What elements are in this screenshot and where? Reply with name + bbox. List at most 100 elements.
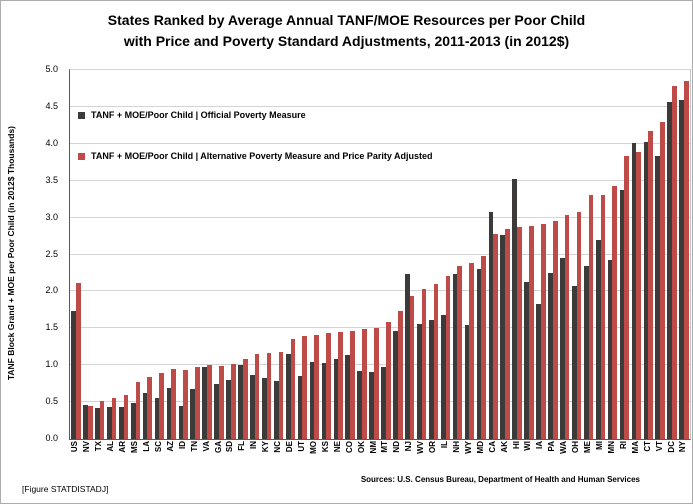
- bar-official-AL: [107, 406, 112, 439]
- x-tick-OR: OR: [427, 441, 439, 471]
- gridline: [70, 69, 690, 70]
- bar-alternative-AR: [123, 394, 129, 439]
- category-MT: [380, 70, 392, 439]
- category-VT: [654, 70, 666, 439]
- x-tick-label: WV: [416, 441, 426, 454]
- bar-alternative-MA: [636, 151, 641, 439]
- category-AK: [499, 70, 511, 439]
- x-tick-label: CO: [344, 441, 354, 453]
- x-tick-MO: MO: [307, 441, 319, 471]
- x-tick-MS: MS: [129, 441, 141, 471]
- y-tick-label: 5.0: [45, 64, 58, 74]
- x-tick-label: VA: [201, 441, 211, 452]
- category-OH: [571, 70, 583, 439]
- bar-official-TN: [190, 388, 196, 439]
- x-tick-label: MA: [630, 441, 640, 454]
- bar-alternative-IN: [254, 354, 260, 439]
- bar-official-VT: [655, 155, 661, 439]
- x-tick-NY: NY: [677, 441, 689, 471]
- category-IL: [440, 70, 452, 439]
- category-AL: [106, 70, 118, 439]
- bar-official-WI: [524, 281, 529, 439]
- chart-title: States Ranked by Average Annual TANF/MOE…: [1, 10, 692, 52]
- x-tick-VT: VT: [653, 441, 665, 471]
- x-tick-label: WA: [559, 441, 569, 454]
- bar-official-IL: [440, 315, 446, 439]
- bar-alternative-WY: [469, 263, 475, 439]
- bar-official-NV: [83, 405, 88, 439]
- y-tick-label: 2.5: [45, 248, 58, 259]
- bar-alternative-WI: [528, 226, 534, 439]
- category-KS: [320, 70, 332, 439]
- x-tick-label: DE: [285, 441, 295, 453]
- x-tick-KS: KS: [319, 441, 331, 471]
- category-UT: [297, 70, 309, 439]
- y-tick-label: 1.0: [45, 359, 58, 370]
- x-tick-label: HI: [511, 441, 521, 449]
- bar-official-MO: [309, 361, 315, 439]
- x-tick-KY: KY: [260, 441, 272, 471]
- category-US: [70, 70, 82, 439]
- x-tick-label: TX: [94, 441, 104, 452]
- x-tick-HI: HI: [510, 441, 522, 471]
- category-OK: [356, 70, 368, 439]
- bar-alternative-NV: [87, 405, 93, 439]
- bar-alternative-UT: [302, 336, 308, 439]
- bar-alternative-KS: [326, 333, 331, 439]
- category-VA: [201, 70, 213, 439]
- bar-alternative-VA: [207, 365, 212, 439]
- gridline: [70, 179, 690, 181]
- legend-entry-alternative: TANF + MOE/Poor Child | Alternative Pove…: [78, 151, 433, 161]
- x-tick-label: VT: [654, 441, 664, 452]
- category-OR: [428, 70, 440, 439]
- bar-official-UT: [297, 376, 303, 439]
- bar-official-ID: [178, 405, 184, 439]
- category-MD: [475, 70, 487, 439]
- y-tick-label: 3.0: [45, 211, 58, 222]
- bar-official-RI: [619, 190, 625, 439]
- bar-official-AK: [500, 234, 506, 439]
- x-tick-label: US: [70, 441, 80, 453]
- x-tick-label: IN: [249, 441, 259, 449]
- bar-official-WV: [417, 323, 422, 439]
- legend-swatch-official: [78, 111, 85, 119]
- bar-official-ND: [393, 331, 398, 439]
- x-tick-US: US: [69, 441, 81, 471]
- plot-area: TANF + MOE/Poor Child | Official Poverty…: [69, 69, 691, 440]
- bar-alternative-NE: [338, 332, 343, 439]
- category-GA: [213, 70, 225, 439]
- bar-official-US: [71, 310, 76, 439]
- x-tick-LA: LA: [141, 441, 153, 471]
- category-CT: [642, 70, 654, 439]
- x-tick-label: UT: [296, 441, 306, 452]
- bar-official-OK: [357, 371, 363, 439]
- x-tick-label: OR: [428, 441, 438, 453]
- gridline: [70, 290, 690, 292]
- category-PA: [547, 70, 559, 439]
- category-MI: [595, 70, 607, 439]
- x-tick-ID: ID: [176, 441, 188, 471]
- bar-official-WA: [560, 258, 565, 439]
- x-tick-IA: IA: [534, 441, 546, 471]
- category-WY: [463, 70, 475, 439]
- x-tick-label: CT: [642, 441, 652, 452]
- bar-alternative-SC: [159, 372, 165, 439]
- x-tick-MA: MA: [629, 441, 641, 471]
- x-tick-label: AK: [499, 441, 509, 453]
- bar-official-MI: [595, 239, 601, 439]
- x-tick-label: MS: [130, 441, 140, 453]
- x-tick-label: GA: [213, 441, 223, 453]
- bar-official-OH: [571, 286, 577, 439]
- x-tick-IL: IL: [439, 441, 451, 471]
- bar-official-HI: [512, 178, 518, 439]
- legend-swatch-alternative: [78, 152, 85, 160]
- x-tick-label: MT: [380, 441, 390, 453]
- bar-alternative-ND: [397, 311, 403, 439]
- gridline: [70, 364, 690, 366]
- legend-label-alternative: TANF + MOE/Poor Child | Alternative Pove…: [91, 151, 433, 161]
- category-IN: [249, 70, 261, 439]
- bar-series: [70, 70, 690, 439]
- bar-alternative-AZ: [171, 368, 177, 439]
- category-MA: [630, 70, 642, 439]
